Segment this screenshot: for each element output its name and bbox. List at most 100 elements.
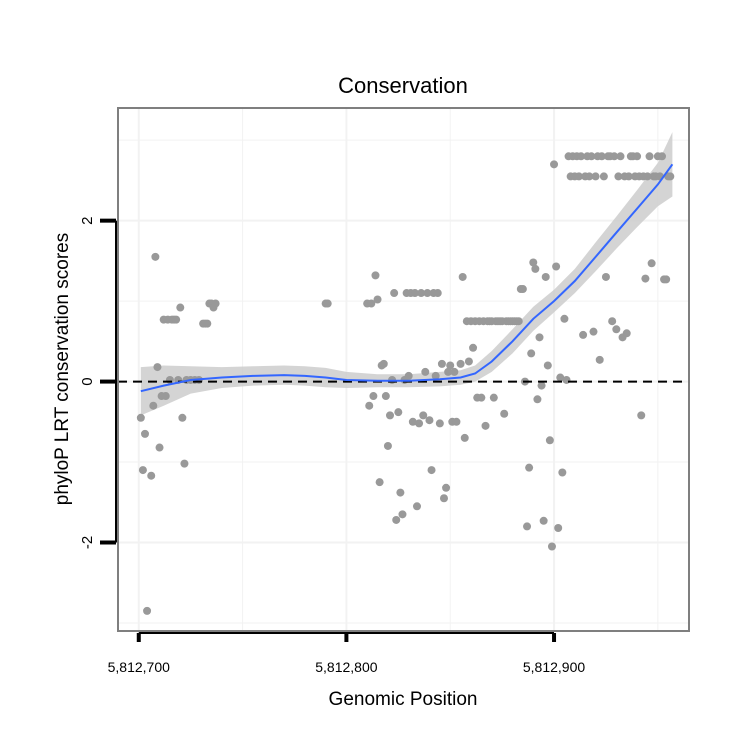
data-point	[417, 289, 426, 298]
data-point	[597, 152, 606, 161]
data-point	[641, 274, 650, 283]
data-point	[514, 317, 523, 326]
data-point	[450, 367, 459, 376]
data-point	[560, 314, 569, 323]
data-point	[147, 471, 156, 480]
data-point	[452, 417, 461, 426]
data-point	[435, 419, 444, 428]
data-point	[577, 152, 586, 161]
data-point	[412, 502, 421, 511]
data-point	[518, 285, 527, 294]
data-point	[547, 542, 556, 551]
data-point	[612, 325, 621, 334]
axes: 5,812,700 5,812,800 5,812,900 -2 0 2	[79, 216, 585, 675]
data-point	[143, 606, 152, 615]
data-point	[527, 349, 536, 358]
data-point	[369, 392, 378, 401]
data-point	[390, 289, 399, 298]
data-point	[610, 152, 619, 161]
data-point	[396, 488, 405, 497]
data-point	[666, 172, 675, 181]
data-point	[392, 515, 401, 524]
data-point	[149, 401, 158, 410]
data-point	[180, 459, 189, 468]
data-point	[153, 363, 162, 372]
data-point	[537, 381, 546, 390]
data-point	[203, 319, 212, 328]
data-point	[415, 419, 424, 428]
data-point	[662, 275, 671, 284]
data-point	[172, 315, 181, 324]
data-point	[545, 436, 554, 445]
data-point	[421, 367, 430, 376]
data-point	[633, 152, 642, 161]
data-point	[379, 359, 388, 368]
data-point	[323, 299, 332, 308]
data-point	[658, 152, 667, 161]
data-point	[371, 271, 380, 280]
data-point	[637, 411, 646, 420]
x-tick-label: 5,812,800	[315, 659, 377, 675]
data-point	[595, 355, 604, 364]
data-point	[579, 330, 588, 339]
data-point	[599, 172, 608, 181]
data-point	[423, 289, 432, 298]
plot-panel-border	[117, 107, 690, 632]
data-point	[151, 252, 160, 261]
data-point	[178, 413, 187, 422]
data-point	[643, 172, 652, 181]
data-points	[136, 152, 675, 615]
data-point	[211, 299, 220, 308]
data-point	[477, 393, 486, 402]
data-point	[589, 327, 598, 336]
data-point	[161, 392, 170, 401]
data-point	[410, 289, 419, 298]
data-point	[375, 478, 384, 487]
data-point	[383, 441, 392, 450]
data-point	[622, 329, 631, 338]
data-point	[469, 343, 478, 352]
data-point	[585, 172, 594, 181]
data-point	[591, 172, 600, 181]
data-point	[616, 152, 625, 161]
data-point	[456, 359, 465, 368]
data-point	[624, 172, 633, 181]
data-point	[608, 317, 617, 326]
data-point	[614, 172, 623, 181]
data-point	[533, 395, 542, 404]
data-point	[367, 299, 376, 308]
data-point	[458, 272, 467, 281]
data-point	[558, 468, 567, 477]
chart-title: Conservation	[338, 73, 468, 98]
data-point	[500, 409, 509, 418]
data-point	[601, 272, 610, 281]
data-point	[489, 393, 498, 402]
data-point	[460, 433, 469, 442]
y-axis-label: phyloP LRT conservation scores	[52, 233, 73, 506]
data-point	[398, 510, 407, 519]
data-point	[425, 416, 434, 425]
confidence-band	[140, 132, 673, 416]
data-point	[442, 483, 451, 492]
data-point	[464, 357, 473, 366]
data-point	[539, 516, 548, 525]
y-tick-label: -2	[79, 536, 96, 549]
x-tick-label: 5,812,700	[108, 659, 170, 675]
data-point	[525, 463, 534, 472]
data-point	[155, 443, 164, 452]
data-point	[404, 371, 413, 380]
data-point	[439, 494, 448, 503]
y-tick-label: 2	[79, 216, 96, 224]
data-point	[552, 262, 561, 271]
data-point	[431, 371, 440, 380]
data-point	[556, 373, 565, 382]
data-point	[427, 466, 436, 475]
data-point	[647, 259, 656, 268]
data-point	[408, 417, 417, 426]
data-point	[535, 333, 544, 342]
data-point	[373, 295, 382, 304]
data-point	[433, 289, 442, 298]
data-point	[550, 160, 559, 169]
